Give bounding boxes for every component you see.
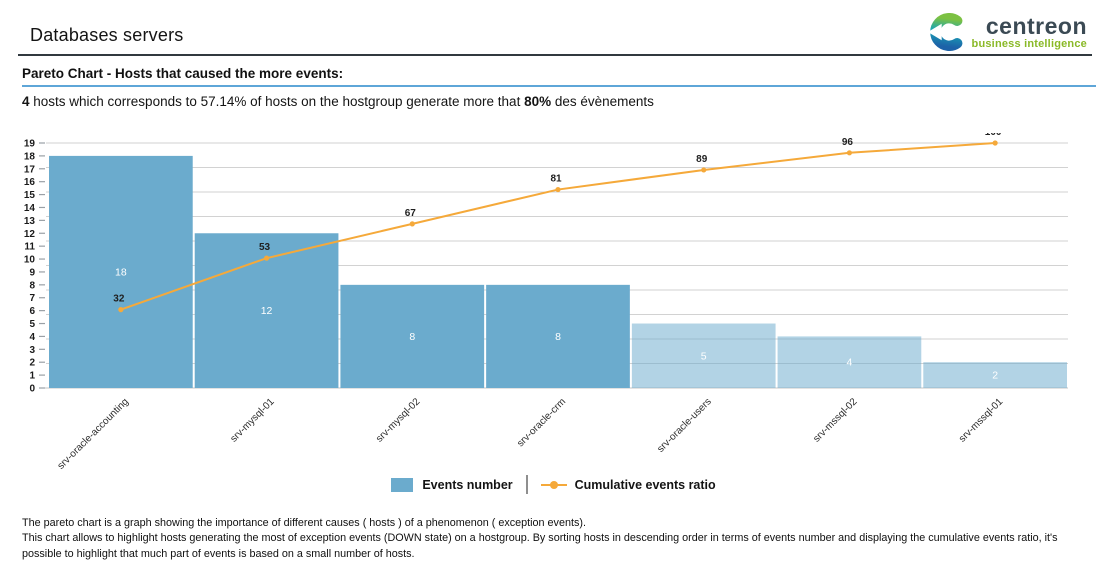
svg-text:12: 12	[261, 305, 273, 317]
svg-text:srv-oracle-users: srv-oracle-users	[655, 396, 713, 454]
summary-text: 4 hosts which corresponds to 57.14% of h…	[22, 94, 654, 109]
svg-text:srv-mysql-02: srv-mysql-02	[374, 396, 423, 445]
svg-text:17: 17	[24, 164, 36, 175]
svg-text:4: 4	[847, 357, 853, 369]
svg-text:81: 81	[550, 174, 562, 185]
svg-text:8: 8	[29, 280, 35, 291]
svg-text:89: 89	[696, 154, 708, 165]
svg-text:3: 3	[29, 345, 35, 356]
summary-percent: 80%	[524, 94, 552, 109]
svg-text:1: 1	[29, 371, 35, 382]
svg-text:2: 2	[29, 358, 35, 369]
description-line-2: This chart allows to highlight hosts gen…	[22, 532, 1058, 545]
svg-text:96: 96	[842, 137, 854, 148]
svg-text:16: 16	[24, 177, 36, 188]
header-divider	[18, 54, 1092, 56]
svg-text:19: 19	[24, 139, 36, 150]
svg-text:10: 10	[24, 255, 36, 266]
summary-hosts-count: 4	[22, 94, 30, 109]
page-title: Databases servers	[30, 25, 184, 45]
svg-text:67: 67	[405, 208, 417, 219]
svg-text:srv-mssql-02: srv-mssql-02	[811, 396, 860, 445]
svg-text:53: 53	[259, 242, 271, 253]
svg-text:12: 12	[24, 229, 36, 240]
svg-text:0: 0	[29, 384, 35, 395]
svg-text:13: 13	[24, 216, 36, 227]
svg-text:2: 2	[992, 370, 998, 382]
svg-text:15: 15	[24, 190, 36, 201]
svg-text:11: 11	[24, 242, 35, 253]
svg-text:6: 6	[29, 306, 35, 317]
centreon-logo: centreon business intelligence	[927, 13, 1087, 51]
chart-legend: Events number Cumulative events ratio	[0, 475, 1107, 494]
summary-text-end: des évènements	[551, 94, 654, 109]
svg-text:srv-mysql-01: srv-mysql-01	[228, 396, 277, 445]
svg-text:srv-oracle-crm: srv-oracle-crm	[515, 396, 568, 449]
svg-text:18: 18	[115, 266, 127, 278]
chart-description: The pareto chart is a graph showing the …	[22, 516, 1097, 562]
summary-text-middle: hosts which corresponds to 57.14% of hos…	[29, 94, 525, 109]
centreon-logo-icon	[927, 13, 962, 51]
svg-text:5: 5	[701, 350, 707, 362]
svg-text:srv-oracle-accounting: srv-oracle-accounting	[56, 396, 131, 471]
logo-tagline: business intelligence	[971, 37, 1087, 50]
logo-name: centreon	[985, 12, 1087, 39]
svg-text:5: 5	[29, 319, 35, 330]
svg-text:7: 7	[29, 293, 35, 304]
legend-label-cumulative-ratio: Cumulative events ratio	[574, 477, 716, 492]
section-heading: Pareto Chart - Hosts that caused the mor…	[22, 66, 1096, 87]
description-line-1: The pareto chart is a graph showing the …	[22, 517, 586, 529]
svg-text:4: 4	[29, 332, 35, 343]
description-line-3: possible to highlight that much part of …	[22, 547, 415, 560]
svg-text:8: 8	[409, 331, 415, 343]
legend-divider	[525, 475, 528, 494]
svg-text:32: 32	[113, 294, 125, 305]
svg-text:18: 18	[24, 151, 36, 162]
events-number-swatch-icon	[391, 477, 414, 492]
svg-text:srv-mssql-01: srv-mssql-01	[957, 396, 1006, 445]
legend-label-events-number: Events number	[422, 477, 513, 492]
svg-text:100: 100	[985, 133, 1002, 138]
svg-text:8: 8	[555, 331, 561, 343]
svg-text:9: 9	[29, 267, 35, 278]
logo-text: centreon business intelligence	[971, 12, 1087, 50]
svg-text:14: 14	[24, 203, 36, 214]
cumulative-ratio-line-icon	[540, 478, 567, 492]
